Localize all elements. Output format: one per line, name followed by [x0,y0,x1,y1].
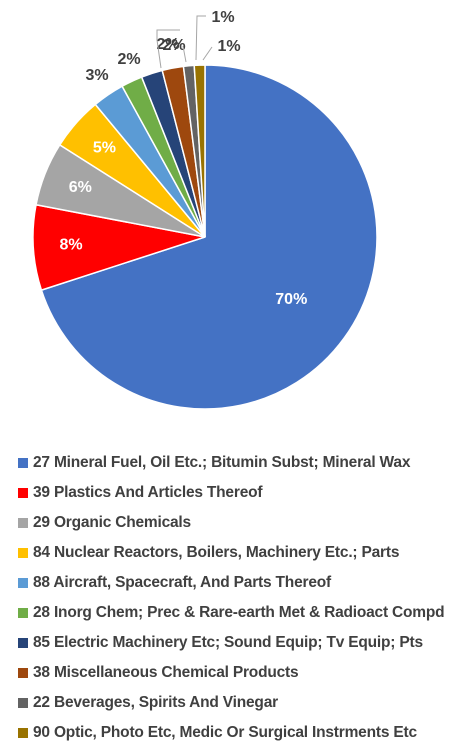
legend-item: 85 Electric Machinery Etc; Sound Equip; … [18,628,448,658]
legend-label: 90 Optic, Photo Etc, Medic Or Surgical I… [33,724,417,742]
legend-label: 29 Organic Chemicals [33,514,191,532]
legend-swatch [18,458,28,468]
legend-swatch [18,608,28,618]
chart-legend: 27 Mineral Fuel, Oil Etc.; Bitumin Subst… [18,448,448,748]
legend-item: 90 Optic, Photo Etc, Medic Or Surgical I… [18,718,448,748]
leader-line [203,47,212,60]
leader-line [196,16,206,60]
legend-item: 28 Inorg Chem; Prec & Rare-earth Met & R… [18,598,448,628]
legend-label: 39 Plastics And Articles Thereof [33,484,262,502]
legend-label: 27 Mineral Fuel, Oil Etc.; Bitumin Subst… [33,454,410,472]
slice-percent-label: 2% [117,51,140,68]
pie-chart-canvas: 70%8%6%5%3%2%2%2%1%1% [0,0,453,430]
legend-swatch [18,548,28,558]
legend-swatch [18,698,28,708]
legend-swatch [18,578,28,588]
legend-label: 84 Nuclear Reactors, Boilers, Machinery … [33,544,399,562]
legend-swatch [18,518,28,528]
slice-percent-label: 6% [69,179,92,196]
legend-item: 27 Mineral Fuel, Oil Etc.; Bitumin Subst… [18,448,448,478]
slice-percent-label: 70% [275,291,307,308]
legend-label: 22 Beverages, Spirits And Vinegar [33,694,278,712]
legend-item: 84 Nuclear Reactors, Boilers, Machinery … [18,538,448,568]
legend-label: 88 Aircraft, Spacecraft, And Parts There… [33,574,331,592]
pie-chart: 70% 8% 6% 5% 3% 2% 2% 2% 1% 1% [0,0,453,430]
slice-percent-label: 1% [217,38,240,55]
legend-label: 38 Miscellaneous Chemical Products [33,664,298,682]
legend-item: 38 Miscellaneous Chemical Products [18,658,448,688]
slice-percent-label: 8% [60,237,83,254]
legend-swatch [18,488,28,498]
legend-swatch [18,638,28,648]
legend-item: 22 Beverages, Spirits And Vinegar [18,688,448,718]
legend-swatch [18,668,28,678]
slice-percent-label: 2% [162,37,185,54]
legend-label: 28 Inorg Chem; Prec & Rare-earth Met & R… [33,604,444,622]
slice-percent-label: 1% [211,9,234,26]
slice-percent-label: 3% [85,67,108,84]
legend-item: 29 Organic Chemicals [18,508,448,538]
slice-percent-label: 5% [93,140,116,157]
legend-item: 39 Plastics And Articles Thereof [18,478,448,508]
legend-label: 85 Electric Machinery Etc; Sound Equip; … [33,634,423,652]
legend-item: 88 Aircraft, Spacecraft, And Parts There… [18,568,448,598]
legend-swatch [18,728,28,738]
